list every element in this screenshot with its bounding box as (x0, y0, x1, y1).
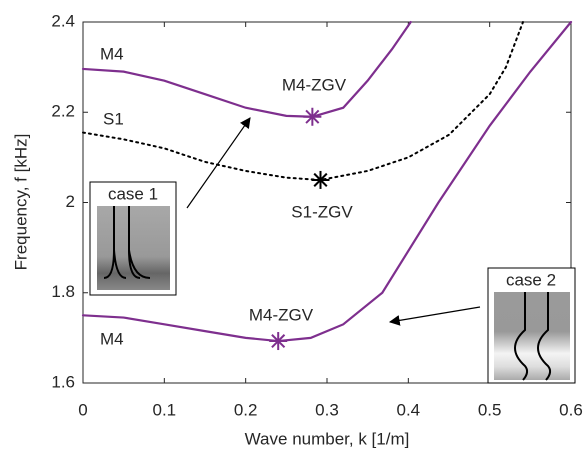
marker-stroke (313, 172, 328, 187)
marker-stroke (271, 334, 286, 349)
y-tick-label: 2.4 (51, 11, 75, 30)
y-axis-label: Frequency, f [kHz] (11, 134, 30, 271)
marker-stroke (305, 109, 320, 124)
x-tick-label: 0.2 (234, 400, 258, 419)
x-tick-label: 0.5 (478, 400, 502, 419)
x-axis-label: Wave number, k [1/m] (245, 429, 410, 448)
arrow (388, 306, 481, 326)
y-tick-label: 1.8 (51, 282, 75, 301)
marker-label: M4-ZGV (282, 75, 347, 94)
y-tick-label: 2 (66, 192, 75, 211)
inset: case 2 (487, 267, 576, 384)
zgv-marker (311, 170, 330, 189)
zgv-marker (269, 332, 288, 351)
curve-label: M4 (100, 44, 124, 63)
curve-label: S1 (103, 109, 124, 128)
series-line (81, 20, 573, 343)
y-tick-label: 1.6 (51, 372, 75, 391)
x-tick-label: 0.3 (315, 400, 339, 419)
inset-title: case 1 (108, 184, 158, 203)
plot-layer: 0 0.1 0.2 0.3 0.4 0.5 0.6 1.6 1.8 2 2.2 2.4 (51, 11, 582, 419)
x-tick-label: 0.1 (153, 400, 177, 419)
y-tick-label: 2.2 (51, 102, 75, 121)
series-line (81, 20, 412, 118)
x-tick-label: 0.4 (397, 400, 421, 419)
inset: case 1 (89, 181, 177, 296)
inset-title: case 2 (506, 270, 556, 289)
x-tick-label: 0.6 (559, 400, 583, 419)
curve-label: M4 (100, 329, 124, 348)
arrow (186, 117, 251, 209)
zgv-marker (303, 107, 322, 126)
x-tick-label: 0 (78, 400, 87, 419)
marker-label: M4-ZGV (249, 305, 314, 324)
marker-label: S1-ZGV (291, 202, 353, 221)
